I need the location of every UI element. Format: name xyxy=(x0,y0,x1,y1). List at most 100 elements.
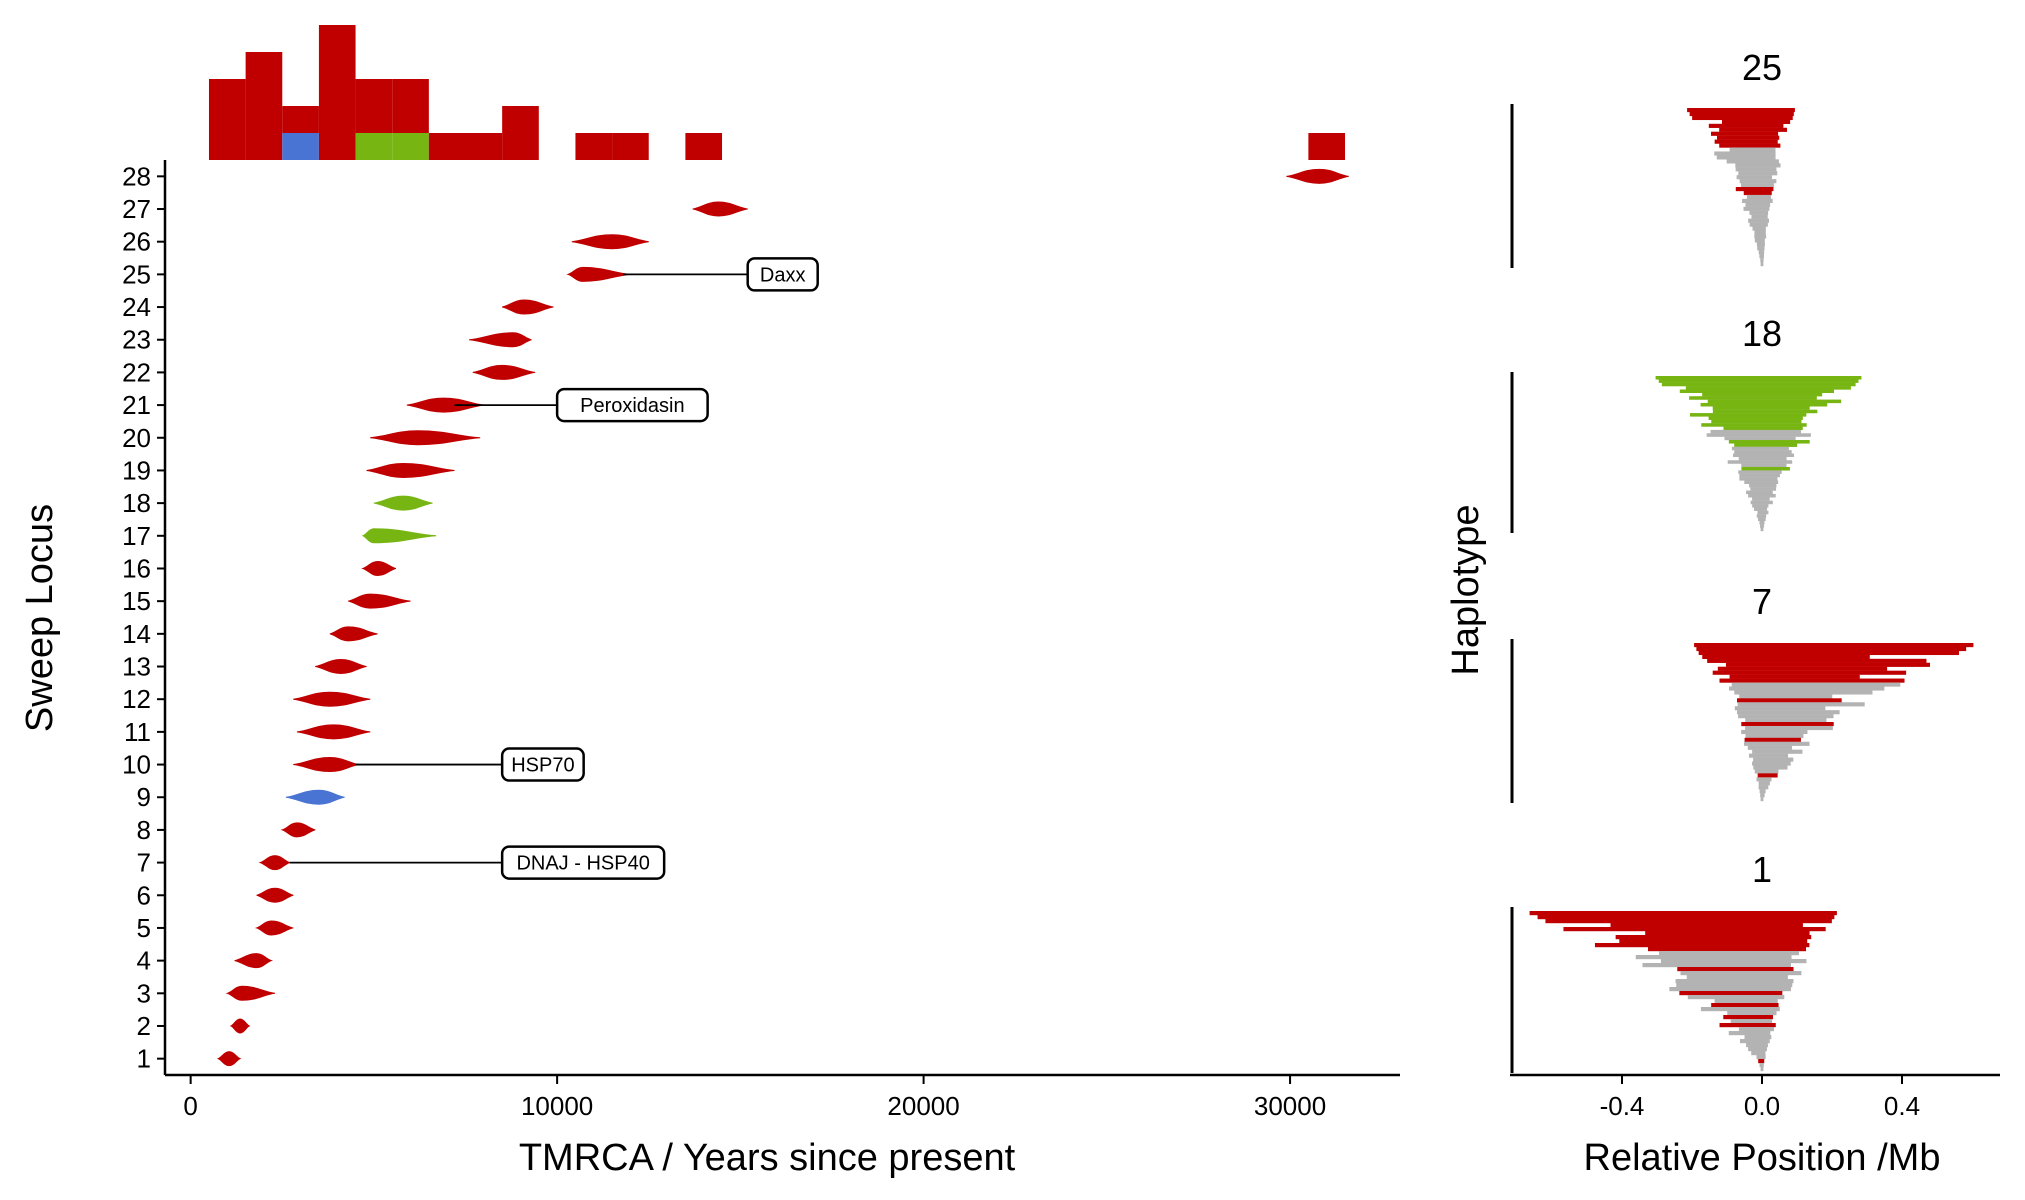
haplotype-bar xyxy=(1737,702,1865,707)
y-tick-label: 12 xyxy=(122,684,151,714)
violin-locus-27 xyxy=(692,201,748,217)
callout-label: Daxx xyxy=(760,264,806,286)
haplotype-bar xyxy=(1719,1023,1776,1028)
haplotype-bar xyxy=(1749,210,1769,215)
haplotype-bar xyxy=(1757,510,1769,515)
haplotype-bar xyxy=(1730,1019,1773,1024)
haplotype-bar xyxy=(1719,143,1781,148)
violin-locus-24 xyxy=(502,299,554,315)
haplotype-bar xyxy=(1745,718,1827,723)
callout-box xyxy=(500,747,585,782)
facet-title: 25 xyxy=(1742,47,1782,88)
haplotype-bar xyxy=(1760,258,1764,263)
haplotype-bar xyxy=(1537,915,1835,920)
haplotype-bar xyxy=(1738,456,1787,461)
haplotype-bar xyxy=(1734,706,1826,711)
haplotype-bar xyxy=(1714,999,1778,1004)
haplotype-bar xyxy=(1706,433,1811,437)
haplotype-bar xyxy=(1685,386,1851,390)
y-tick-label: 25 xyxy=(122,259,151,289)
haplotype-bar xyxy=(1702,654,1870,659)
haplotype-bar xyxy=(1711,1003,1779,1008)
haplotype-bar xyxy=(1739,179,1777,184)
main-y-ticks: 1234567891011121314151617181920212223242… xyxy=(122,161,165,1074)
y-tick-label: 18 xyxy=(122,488,151,518)
y-tick-label: 8 xyxy=(137,815,151,845)
haplotype-bar xyxy=(1635,955,1792,960)
haplotype-bar xyxy=(1710,429,1802,434)
haplotype-bar xyxy=(1721,119,1791,124)
violin-locus-7 xyxy=(258,855,292,871)
haplotype-bar xyxy=(1660,959,1807,964)
haplotype-bar xyxy=(1751,214,1768,219)
haplotype-bar xyxy=(1749,222,1768,227)
y-tick-label: 6 xyxy=(137,880,151,910)
histogram-bar-red xyxy=(392,79,429,133)
haplotype-bar xyxy=(1742,198,1773,203)
right-x-ticks: -0.4 0.0 0.4 xyxy=(1600,1075,1920,1121)
haplotype-bar xyxy=(1647,947,1807,952)
haplotype-bar xyxy=(1748,1047,1767,1052)
haplotype-bar xyxy=(1708,416,1803,420)
haplotype-bar xyxy=(1723,1015,1773,1020)
haplotype-bar xyxy=(1756,777,1772,782)
haplotype-bar xyxy=(1752,749,1803,754)
haplotype-bar xyxy=(1757,246,1765,251)
haplotype-bar xyxy=(1700,402,1828,407)
violin-locus-8 xyxy=(280,822,316,838)
histogram-bar-green xyxy=(355,133,393,160)
haplotype-bar xyxy=(1760,524,1764,528)
haplotype-bar xyxy=(1610,923,1803,928)
haplotype-bar xyxy=(1708,123,1784,128)
haplotype-bar xyxy=(1756,1055,1766,1060)
violin-locus-10 xyxy=(293,757,360,773)
haplotype-bar xyxy=(1737,710,1840,715)
haplotype-bar xyxy=(1689,111,1794,117)
haplotype-bar xyxy=(1687,995,1785,1000)
haplotype-bar xyxy=(1735,163,1781,168)
haplotype-bar xyxy=(1741,722,1834,727)
haplotype-bar xyxy=(1750,487,1777,491)
haplotype-bar xyxy=(1747,745,1793,750)
haplotype-bar xyxy=(1686,975,1788,980)
violin-locus-22 xyxy=(472,364,536,380)
haplotype-bar xyxy=(1680,971,1802,976)
haplotype-bar xyxy=(1754,769,1779,774)
y-tick-label: 28 xyxy=(122,161,151,191)
haplotype-bar xyxy=(1702,392,1823,397)
haplotype-bar xyxy=(1734,450,1792,454)
haplotype-bar xyxy=(1746,194,1771,200)
y-tick-label: 10 xyxy=(122,750,151,780)
haplotype-bar xyxy=(1726,159,1779,164)
haplotype-bar xyxy=(1645,931,1810,936)
right-x-tick-label: 0.4 xyxy=(1884,1091,1920,1121)
haplotype-bar xyxy=(1756,242,1765,247)
y-tick-label: 5 xyxy=(137,913,151,943)
y-tick-label: 13 xyxy=(122,652,151,682)
haplotype-bar xyxy=(1735,187,1774,192)
haplotype-bar xyxy=(1759,789,1766,794)
right-x-axis-title: Relative Position /Mb xyxy=(1584,1137,1941,1179)
main-violin-panel: 1234567891011121314151617181920212223242… xyxy=(19,160,1400,1179)
haplotype-bar xyxy=(1758,250,1765,255)
haplotype-bar xyxy=(1692,115,1793,121)
haplotype-bar xyxy=(1753,765,1788,770)
haplotype-bar xyxy=(1661,382,1856,387)
haplotype-bar xyxy=(1746,1043,1768,1048)
haplotype-bar xyxy=(1741,463,1787,468)
violin-locus-2 xyxy=(229,1018,251,1034)
haplotype-bar xyxy=(1741,729,1808,735)
haplotype-bar xyxy=(1748,493,1776,498)
haplotype-bar xyxy=(1739,473,1780,478)
x-tick-label: 20000 xyxy=(887,1091,959,1121)
histogram-bar-red xyxy=(502,106,539,160)
haplotype-bar xyxy=(1741,183,1774,188)
violin-locus-14 xyxy=(329,626,378,642)
callout-label: HSP70 xyxy=(511,755,574,777)
y-tick-label: 23 xyxy=(122,325,151,355)
haplotype-bar xyxy=(1757,773,1778,778)
y-tick-label: 20 xyxy=(122,423,151,453)
haplotype-bar xyxy=(1723,426,1803,431)
haplotype-bar xyxy=(1760,1067,1764,1072)
haplotype-bar xyxy=(1760,793,1765,798)
